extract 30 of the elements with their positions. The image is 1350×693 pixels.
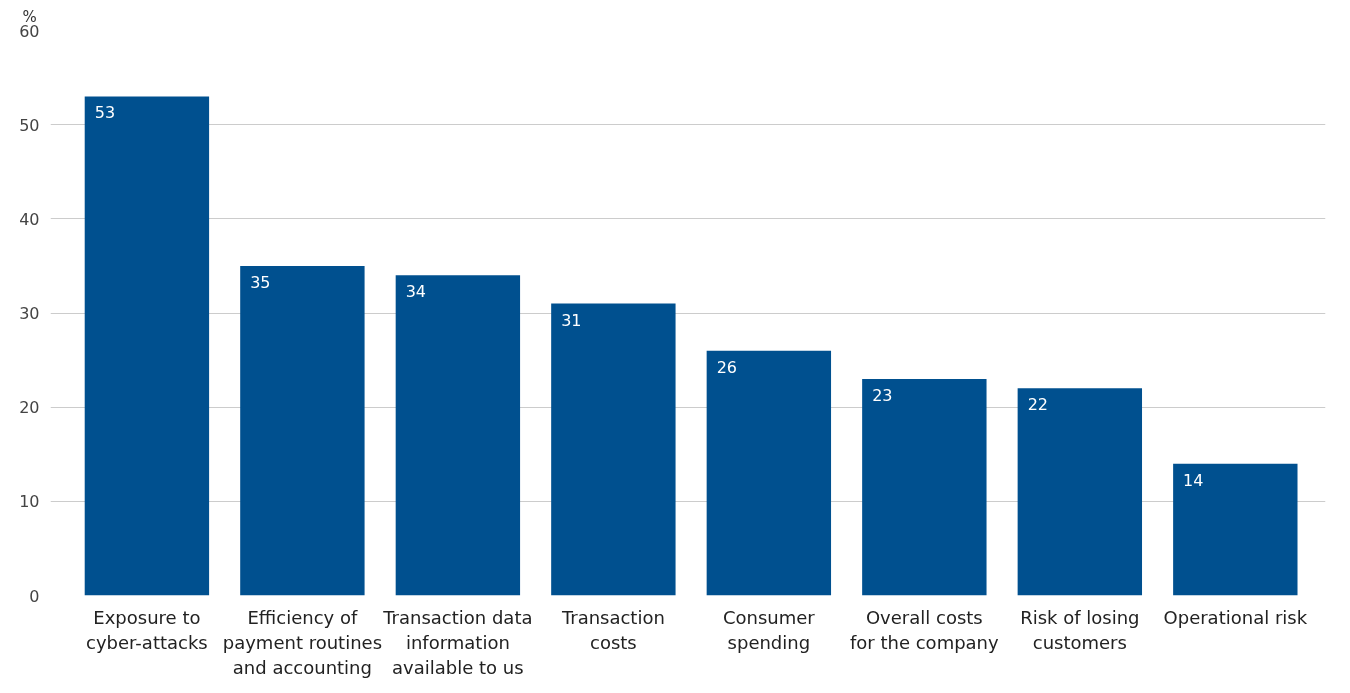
x-tick-label: Overall costs for the company: [849, 606, 1000, 653]
data-label: 23: [872, 385, 893, 405]
x-tick-label: Consumer spending: [722, 606, 816, 653]
bar: [706, 350, 832, 596]
bar: [551, 303, 676, 596]
y-tick-label: 0: [29, 586, 40, 606]
y-tick-label: 20: [19, 398, 40, 418]
data-label: 14: [1183, 470, 1204, 490]
bar: [395, 275, 521, 596]
bar: [1173, 463, 1298, 596]
bar: [84, 96, 210, 596]
data-label: 34: [405, 282, 427, 302]
data-label: 22: [1027, 395, 1048, 415]
bar: [240, 265, 365, 596]
x-tick-label: Efficiency of payment routines and accounting: [222, 606, 383, 678]
x-tick-label: Operational risk: [1163, 606, 1308, 628]
data-label: 31: [561, 310, 582, 330]
x-tick-label: Risk of losing customers: [1020, 606, 1140, 653]
data-label: 35: [250, 272, 271, 292]
x-tick-label: Transaction costs: [560, 606, 665, 653]
y-tick-label: 50: [19, 115, 40, 135]
y-tick-label: 10: [19, 492, 40, 512]
y-tick-label: 40: [19, 209, 40, 229]
bar: [1017, 388, 1143, 596]
bar: [862, 378, 987, 596]
data-label: 53: [94, 103, 116, 123]
x-tick-label: Exposure to cyber-attacks: [86, 606, 208, 653]
y-tick-label: 30: [19, 304, 40, 323]
data-label: 26: [716, 357, 738, 377]
x-tick-label: Transaction data information available to us: [382, 606, 533, 678]
